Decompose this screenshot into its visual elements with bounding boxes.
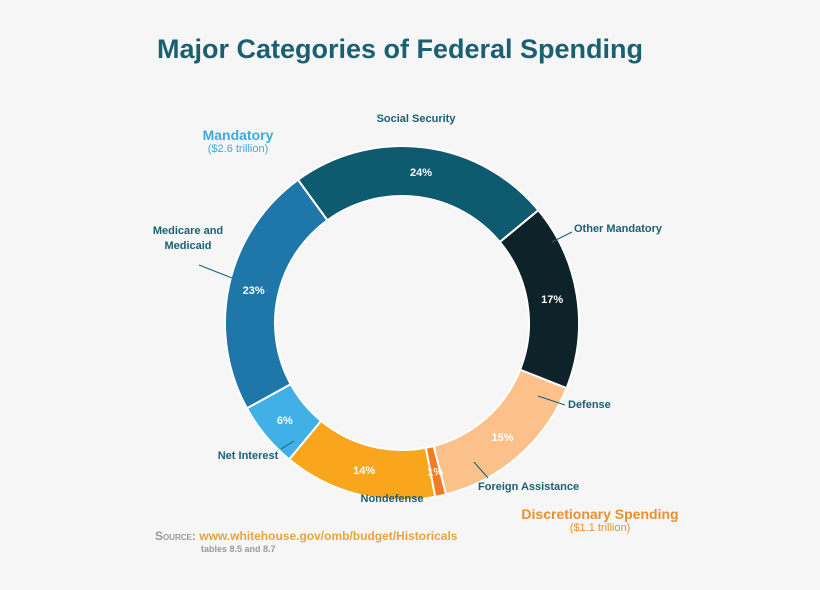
slice-social-security (296, 145, 540, 244)
source-label: Source: (155, 529, 196, 543)
leader-line-other-mandatory (551, 231, 573, 243)
discretionary-group-label: Discretionary Spending ($1.1 trillion) (520, 506, 680, 534)
source-note: tables 8.5 and 8.7 (201, 544, 276, 554)
category-label-foreign-assistance: Foreign Assistance (478, 481, 579, 493)
category-label-nondefense: Nondefense (361, 493, 424, 505)
value-label-other-mandatory: 17% (541, 294, 563, 306)
slice-medicare-medicaid (224, 178, 329, 410)
source-line: Source: www.whitehouse.gov/omb/budget/Hi… (155, 529, 457, 543)
mandatory-group-name: Mandatory (202, 127, 274, 143)
leader-line-foreign-assistance (473, 461, 489, 479)
value-label-nondefense: 14% (353, 465, 375, 477)
category-label-medicare-medicaid: Medicare and Medicaid (153, 225, 223, 252)
category-label-net-interest: Net Interest (218, 450, 279, 462)
value-label-net-interest: 6% (277, 415, 293, 427)
mandatory-group-amount: ($2.6 trillion) (207, 143, 269, 155)
leader-line-defense (537, 395, 566, 406)
leader-line-net-interest (280, 440, 295, 450)
value-label-social-security: 24% (410, 167, 432, 179)
value-label-foreign-assistance: 1% (427, 466, 443, 478)
leader-line-medicare-medicaid (198, 264, 233, 279)
discretionary-group-name: Discretionary Spending (521, 506, 679, 522)
chart-title: Major Categories of Federal Spending (156, 34, 644, 64)
category-label-other-mandatory: Other Mandatory (574, 223, 663, 235)
category-label-defense: Defense (568, 399, 611, 411)
source-url-link[interactable]: www.whitehouse.gov/omb/budget/Historical… (199, 529, 458, 543)
slice-other-mandatory (498, 208, 580, 390)
category-label-social-security: Social Security (377, 113, 457, 125)
value-label-medicare-medicaid: 23% (243, 285, 265, 297)
value-label-defense: 15% (492, 432, 514, 444)
mandatory-group-label: Mandatory ($2.6 trillion) (178, 127, 298, 155)
discretionary-group-amount: ($1.1 trillion) (569, 522, 631, 534)
